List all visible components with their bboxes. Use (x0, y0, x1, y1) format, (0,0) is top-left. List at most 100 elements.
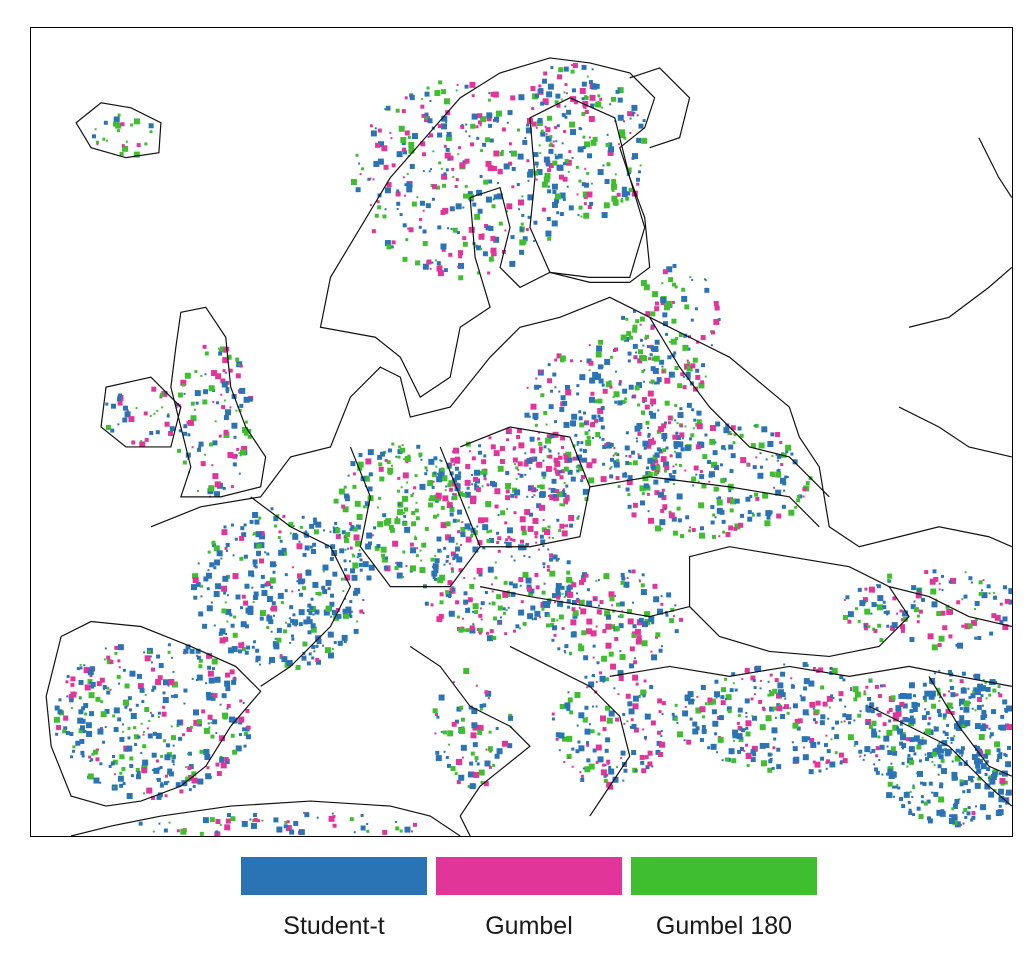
class-pixel (547, 83, 554, 90)
class-pixel (479, 707, 483, 711)
class-pixel (913, 600, 916, 603)
class-pixel (191, 771, 197, 777)
class-pixel (669, 475, 676, 482)
class-pixel (345, 578, 348, 581)
class-pixel (402, 256, 408, 262)
class-pixel (993, 591, 996, 594)
class-pixel (980, 804, 987, 811)
class-pixel (493, 194, 499, 200)
class-pixel (437, 514, 440, 517)
class-pixel (458, 262, 465, 269)
class-pixel (440, 167, 443, 170)
class-pixel (598, 339, 604, 345)
class-pixel (869, 702, 875, 708)
class-pixel (213, 566, 217, 570)
class-pixel (962, 780, 968, 786)
class-pixel (759, 724, 766, 731)
class-pixel (674, 419, 677, 422)
class-pixel (769, 757, 773, 761)
class-pixel (718, 535, 721, 538)
class-pixel (579, 374, 586, 381)
class-pixel (1008, 599, 1012, 605)
class-pixel (936, 809, 943, 816)
class-pixel (955, 748, 960, 753)
class-pixel (714, 465, 720, 471)
class-pixel (580, 479, 584, 483)
class-pixel (404, 526, 411, 533)
class-pixel (601, 106, 604, 109)
class-pixel (746, 763, 750, 767)
class-pixel (562, 489, 566, 493)
class-pixel (989, 778, 996, 785)
class-pixel (77, 717, 84, 724)
class-pixel (565, 389, 572, 396)
class-pixel (401, 576, 404, 579)
class-pixel (537, 431, 540, 434)
class-pixel (410, 94, 415, 99)
class-pixel (997, 788, 1004, 795)
class-pixel (213, 591, 220, 597)
class-pixel (786, 475, 789, 478)
class-pixel (974, 723, 981, 730)
class-pixel (981, 709, 987, 715)
class-pixel (578, 467, 583, 472)
class-pixel (533, 617, 537, 621)
class-pixel (125, 140, 128, 143)
class-pixel (732, 441, 736, 445)
class-pixel (124, 748, 128, 752)
class-pixel (869, 751, 872, 754)
legend-label: Student-t (283, 912, 385, 940)
class-pixel (261, 819, 264, 822)
class-pixel (437, 577, 444, 584)
class-pixel (87, 773, 94, 780)
class-pixel (557, 153, 563, 159)
class-pixel (710, 743, 717, 750)
class-pixel (563, 760, 566, 763)
class-pixel (662, 504, 668, 510)
class-pixel (713, 486, 719, 492)
class-pixel (647, 434, 651, 438)
class-pixel (566, 599, 571, 604)
class-pixel (516, 434, 521, 439)
class-pixel (631, 395, 635, 399)
class-pixel (579, 448, 583, 452)
class-pixel (536, 461, 543, 468)
class-pixel (479, 124, 482, 127)
class-pixel (462, 241, 468, 247)
class-pixel (942, 730, 946, 734)
class-pixel (578, 416, 583, 421)
class-pixel (258, 516, 262, 520)
class-pixel (635, 319, 640, 324)
class-pixel (576, 440, 580, 444)
class-pixel (660, 297, 667, 304)
class-pixel (142, 730, 145, 733)
class-pixel (531, 93, 538, 100)
class-pixel (445, 147, 450, 152)
class-pixel (529, 512, 534, 517)
class-pixel (212, 719, 218, 725)
class-pixel (374, 545, 380, 551)
class-pixel (197, 447, 201, 452)
class-pixel (403, 458, 406, 461)
class-pixel (696, 410, 700, 414)
class-pixel (641, 573, 645, 577)
class-pixel (663, 421, 667, 425)
class-pixel (561, 627, 565, 631)
class-pixel (509, 150, 512, 153)
class-pixel (510, 235, 515, 240)
class-pixel (121, 766, 126, 771)
class-pixel (356, 513, 363, 520)
class-pixel (82, 729, 86, 733)
class-pixel (661, 488, 665, 492)
class-pixel (421, 113, 426, 118)
class-pixel (497, 513, 500, 516)
class-pixel (600, 406, 605, 411)
class-pixel (495, 110, 502, 117)
class-pixel (463, 576, 466, 579)
class-pixel (754, 492, 759, 497)
class-pixel (920, 800, 924, 804)
class-pixel (998, 724, 1004, 730)
class-pixel (504, 541, 507, 544)
class-pixel (877, 713, 882, 717)
class-pixel (426, 86, 430, 90)
